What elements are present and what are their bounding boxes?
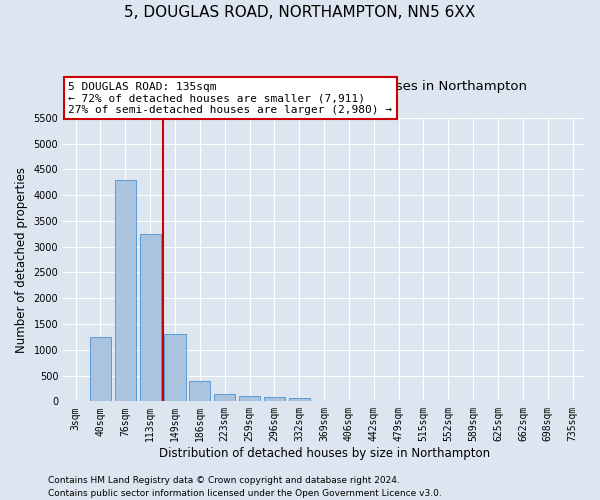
Bar bbox=[264, 397, 285, 402]
Text: Contains HM Land Registry data © Crown copyright and database right 2024.
Contai: Contains HM Land Registry data © Crown c… bbox=[48, 476, 442, 498]
Bar bbox=[164, 334, 185, 402]
Bar bbox=[214, 394, 235, 402]
Bar bbox=[115, 180, 136, 402]
Bar bbox=[239, 396, 260, 402]
Text: 5, DOUGLAS ROAD, NORTHAMPTON, NN5 6XX: 5, DOUGLAS ROAD, NORTHAMPTON, NN5 6XX bbox=[124, 5, 476, 20]
Bar bbox=[289, 398, 310, 402]
Bar bbox=[140, 234, 161, 402]
X-axis label: Distribution of detached houses by size in Northampton: Distribution of detached houses by size … bbox=[158, 447, 490, 460]
Title: Size of property relative to detached houses in Northampton: Size of property relative to detached ho… bbox=[121, 80, 527, 93]
Bar bbox=[189, 380, 211, 402]
Y-axis label: Number of detached properties: Number of detached properties bbox=[15, 166, 28, 352]
Text: 5 DOUGLAS ROAD: 135sqm
← 72% of detached houses are smaller (7,911)
27% of semi-: 5 DOUGLAS ROAD: 135sqm ← 72% of detached… bbox=[68, 82, 392, 115]
Bar bbox=[90, 337, 111, 402]
